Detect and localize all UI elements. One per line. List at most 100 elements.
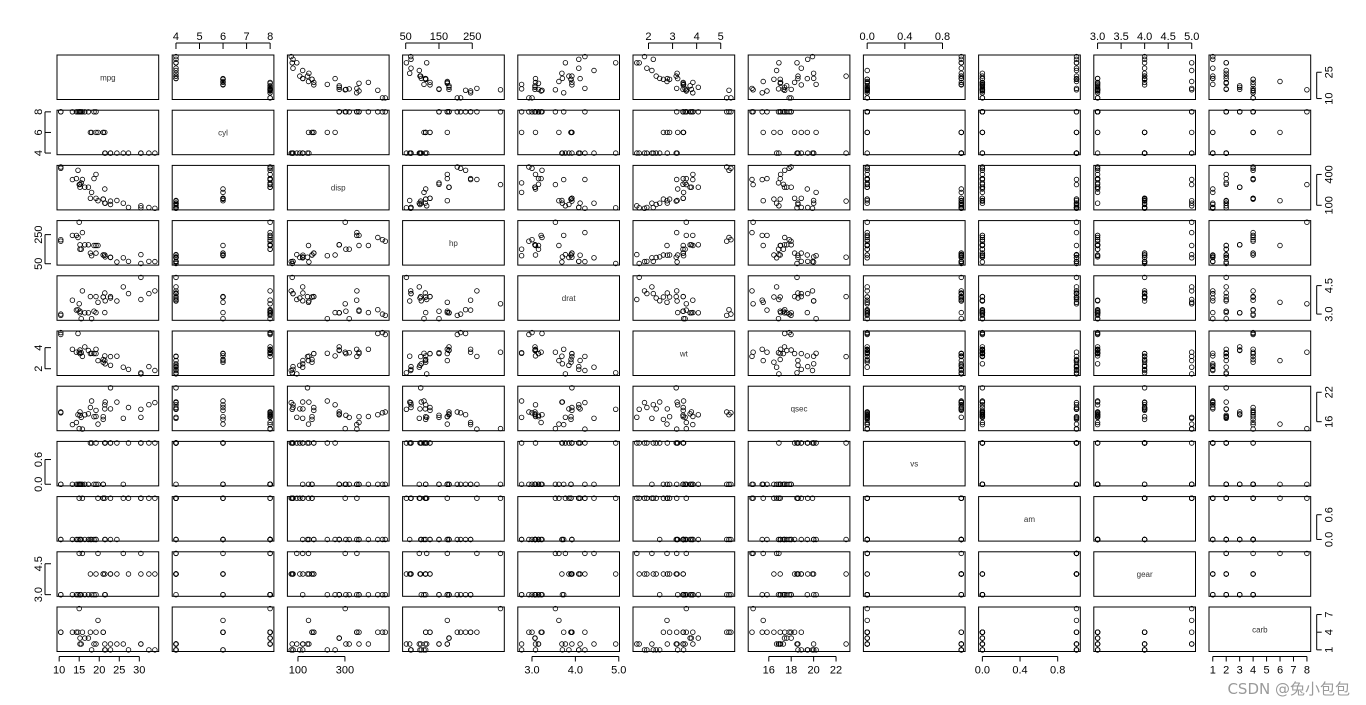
point-gear-vs-mpg <box>93 592 99 598</box>
point-drat-vs-disp <box>354 297 360 303</box>
point-vs-vs-disp <box>305 481 312 487</box>
point-disp-vs-mpg <box>107 198 114 204</box>
point-carb-vs-wt <box>673 641 679 647</box>
point-cyl-vs-hp <box>416 150 422 156</box>
point-wt-vs-mpg <box>85 347 92 354</box>
point-qsec-vs-hp <box>497 425 504 432</box>
point-drat-vs-cyl <box>267 301 273 307</box>
point-hp-vs-qsec <box>788 242 794 248</box>
point-disp-vs-drat <box>529 165 535 171</box>
point-mpg-vs-cyl <box>173 75 179 82</box>
panel-vs-carb <box>1208 440 1312 487</box>
point-drat-vs-cyl <box>267 307 273 313</box>
point-drat-vs-mpg <box>138 274 144 281</box>
point-mpg-vs-wt <box>683 87 689 93</box>
point-hp-vs-gear <box>1188 219 1195 225</box>
point-hp-vs-mpg <box>114 259 120 265</box>
point-wt-vs-gear <box>1188 357 1195 364</box>
panel-cyl-gear <box>1093 109 1197 156</box>
point-carb-vs-qsec <box>777 641 784 647</box>
point-cyl-vs-carb <box>1277 129 1283 136</box>
point-gear-vs-disp <box>324 592 330 598</box>
point-qsec-vs-carb <box>1236 409 1243 415</box>
point-disp-vs-mpg <box>85 184 92 190</box>
point-vs-vs-disp <box>354 481 360 487</box>
panel-disp-disp <box>286 164 390 211</box>
point-carb-vs-am <box>979 641 986 647</box>
point-cyl-vs-wt <box>657 150 663 156</box>
point-wt-vs-disp <box>336 347 342 353</box>
point-gear-vs-cyl <box>267 550 273 557</box>
point-qsec-vs-disp <box>290 404 296 411</box>
point-cyl-vs-am <box>1073 109 1080 115</box>
point-disp-vs-cyl <box>267 181 273 188</box>
point-hp-vs-carb <box>1223 260 1229 267</box>
point-hp-vs-am <box>1073 252 1080 258</box>
point-am-vs-wt <box>644 495 650 501</box>
point-hp-vs-qsec <box>749 229 755 236</box>
point-qsec-vs-hp <box>408 402 414 408</box>
point-carb-vs-am <box>979 635 986 641</box>
point-qsec-vs-hp <box>454 409 460 415</box>
point-drat-vs-cyl <box>220 316 226 322</box>
point-am-vs-carb <box>1304 495 1310 501</box>
point-am-vs-mpg <box>102 495 108 501</box>
point-qsec-vs-carb <box>1277 421 1283 427</box>
panel-am-mpg <box>56 496 160 542</box>
point-hp-vs-cyl <box>267 219 273 225</box>
point-disp-vs-wt <box>690 171 696 178</box>
point-mpg-vs-hp <box>446 84 452 90</box>
point-mpg-vs-carb <box>1236 84 1243 90</box>
point-drat-vs-qsec <box>782 307 788 313</box>
point-cyl-vs-mpg <box>91 109 97 115</box>
point-am-vs-mpg <box>102 536 108 543</box>
point-disp-vs-cyl <box>220 195 226 201</box>
point-qsec-vs-drat <box>556 421 562 427</box>
tick-label-bottom-carb: 7 <box>1290 665 1296 677</box>
point-cyl-vs-drat <box>526 109 532 115</box>
point-mpg-vs-hp <box>462 87 469 93</box>
point-qsec-vs-am <box>979 402 986 408</box>
tick-label-bottom-mpg: 20 <box>93 665 105 677</box>
point-drat-vs-wt <box>695 310 701 316</box>
point-cyl-vs-hp <box>454 109 460 115</box>
point-gear-vs-qsec <box>804 592 810 598</box>
point-disp-vs-carb <box>1250 165 1256 171</box>
panel-carb-disp <box>286 606 390 652</box>
point-disp-vs-gear <box>1094 167 1101 173</box>
point-hp-vs-qsec <box>771 252 777 258</box>
point-qsec-vs-gear <box>1141 416 1148 423</box>
point-disp-vs-mpg <box>138 203 144 209</box>
point-drat-vs-carb <box>1210 290 1216 297</box>
point-qsec-vs-mpg <box>102 402 108 408</box>
point-qsec-vs-hp <box>436 412 442 418</box>
point-carb-vs-drat <box>577 641 583 647</box>
point-qsec-vs-cyl <box>267 425 273 432</box>
point-cyl-vs-drat <box>532 109 539 115</box>
point-disp-vs-cyl <box>267 171 273 178</box>
point-mpg-vs-drat <box>532 83 538 89</box>
point-wt-vs-cyl <box>220 350 226 357</box>
point-mpg-vs-drat <box>529 95 535 101</box>
point-am-vs-hp <box>418 536 424 543</box>
point-hp-vs-disp <box>304 254 311 260</box>
point-gear-vs-disp <box>343 592 349 598</box>
point-am-vs-drat <box>561 536 567 543</box>
point-disp-vs-hp <box>421 189 427 196</box>
point-hp-vs-mpg <box>79 229 86 236</box>
point-cyl-vs-am <box>979 109 986 115</box>
point-am-vs-disp <box>324 536 330 543</box>
point-disp-vs-vs <box>864 176 870 183</box>
point-mpg-vs-disp <box>356 80 362 86</box>
point-am-vs-hp <box>407 536 413 543</box>
point-wt-vs-cyl <box>173 364 179 370</box>
point-drat-vs-disp <box>346 316 352 322</box>
point-cyl-vs-mpg <box>102 150 108 156</box>
point-qsec-vs-carb <box>1223 406 1229 412</box>
point-am-vs-wt <box>641 495 648 501</box>
point-drat-vs-carb <box>1223 293 1229 300</box>
panel-vs-disp <box>286 440 390 487</box>
point-hp-vs-gear <box>1188 255 1195 261</box>
point-carb-vs-mpg <box>152 647 158 653</box>
